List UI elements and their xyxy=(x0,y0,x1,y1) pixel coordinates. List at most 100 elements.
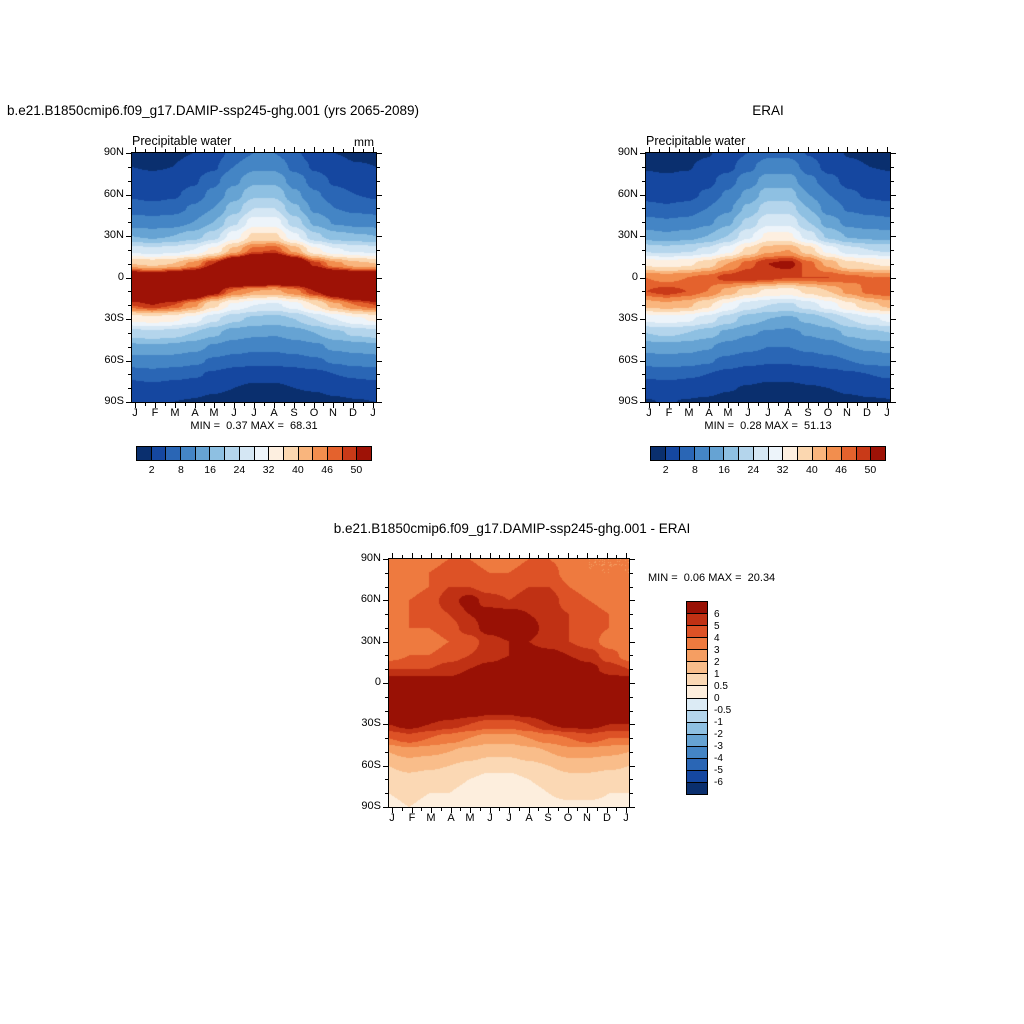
axis-tick xyxy=(175,147,176,152)
colorbar-segment xyxy=(767,447,783,460)
axis-tick xyxy=(264,403,265,406)
axis-tick xyxy=(385,628,388,629)
axis-tick xyxy=(788,147,789,152)
axis-tick xyxy=(385,711,388,712)
colorbar-segment xyxy=(752,447,768,460)
colorbar-tick-label: 50 xyxy=(350,464,363,476)
colorbar-tick-label: 6 xyxy=(714,609,720,620)
axis-tick xyxy=(402,555,403,558)
axis-tick xyxy=(377,236,382,237)
axis-tick xyxy=(768,403,769,408)
axis-tick xyxy=(135,403,136,408)
colorbar-segment xyxy=(687,685,707,698)
axis-tick xyxy=(718,149,719,152)
axis-tick xyxy=(128,374,131,375)
colorbar-tick-label: 32 xyxy=(776,464,789,476)
x-tick-label: A xyxy=(705,407,713,419)
axis-tick xyxy=(470,808,471,813)
axis-tick xyxy=(642,305,645,306)
axis-tick xyxy=(748,403,749,408)
axis-tick xyxy=(630,683,635,684)
axis-tick xyxy=(165,149,166,152)
x-tick-label: J xyxy=(623,812,629,824)
colorbar-segment xyxy=(180,447,195,460)
colorbar-tick-label: 40 xyxy=(806,464,818,476)
colorbar-segment xyxy=(312,447,327,460)
axis-tick xyxy=(460,808,461,811)
axis-tick xyxy=(323,149,324,152)
units-label: mm xyxy=(354,135,374,149)
axis-tick xyxy=(808,403,809,408)
axis-tick xyxy=(630,614,633,615)
axis-tick xyxy=(887,403,888,408)
y-tick-label: 60S xyxy=(618,353,638,366)
axis-tick xyxy=(373,403,374,408)
axis-tick xyxy=(630,793,633,794)
axis-tick xyxy=(480,808,481,811)
axis-tick xyxy=(431,553,432,558)
axis-tick xyxy=(294,403,295,408)
axis-tick xyxy=(758,403,759,406)
x-tick-label: A xyxy=(270,407,278,419)
axis-tick xyxy=(808,147,809,152)
x-tick-label: A xyxy=(525,812,533,824)
axis-tick xyxy=(480,555,481,558)
axis-tick xyxy=(891,388,894,389)
axis-tick xyxy=(244,403,245,406)
colorbar-segment xyxy=(687,673,707,686)
axis-tick xyxy=(383,600,388,601)
axis-tick xyxy=(798,403,799,406)
axis-tick xyxy=(548,553,549,558)
axis-tick xyxy=(421,555,422,558)
axis-tick xyxy=(385,587,388,588)
colorbar-segment xyxy=(194,447,210,460)
colorbar-segment xyxy=(687,697,707,710)
axis-tick xyxy=(126,153,131,154)
axis-tick xyxy=(377,402,382,403)
axis-tick xyxy=(529,553,530,558)
axis-tick xyxy=(431,808,432,813)
x-tick-label: N xyxy=(843,407,851,419)
y-tick-label: 0 xyxy=(374,676,381,688)
colorbar-segment xyxy=(687,613,707,626)
axis-tick xyxy=(642,222,645,223)
axis-tick xyxy=(630,807,635,808)
axis-tick xyxy=(891,278,896,279)
axis-tick xyxy=(738,403,739,406)
y-tick-label: 30S xyxy=(361,717,381,730)
colorbar-tick-label: 24 xyxy=(747,464,760,476)
axis-tick xyxy=(577,808,578,811)
colorbar-tick-label: 24 xyxy=(233,464,246,476)
colorbar-segment xyxy=(687,721,707,734)
axis-tick xyxy=(630,573,633,574)
axis-tick xyxy=(264,149,265,152)
axis-tick xyxy=(837,403,838,406)
axis-tick xyxy=(597,808,598,811)
axis-tick xyxy=(377,291,380,292)
axis-tick xyxy=(891,361,896,362)
axis-tick xyxy=(847,403,848,408)
colorbar-segment xyxy=(840,447,856,460)
colorbar-tick-label: 2 xyxy=(714,657,720,668)
x-tick-label: F xyxy=(408,812,416,824)
diff-contour-field xyxy=(389,559,629,807)
x-tick-label: J xyxy=(231,407,237,419)
axis-tick xyxy=(145,403,146,406)
x-tick-label: J xyxy=(370,407,376,419)
diff-title: b.e21.B1850cmip6.f09_g17.DAMIP-ssp245-gh… xyxy=(333,521,691,536)
axis-tick xyxy=(385,779,388,780)
axis-tick xyxy=(847,147,848,152)
axis-tick xyxy=(891,374,894,375)
axis-tick xyxy=(451,553,452,558)
axis-tick xyxy=(642,208,645,209)
axis-tick xyxy=(234,147,235,152)
axis-tick xyxy=(529,808,530,813)
axis-tick xyxy=(377,264,380,265)
axis-tick xyxy=(891,236,896,237)
axis-tick xyxy=(294,147,295,152)
y-tick-label: 30N xyxy=(617,229,638,241)
model-title: b.e21.B1850cmip6.f09_g17.DAMIP-ssp245-gh… xyxy=(7,103,420,118)
axis-tick xyxy=(558,808,559,811)
erai-contour-field xyxy=(646,153,890,402)
axis-tick xyxy=(128,208,131,209)
